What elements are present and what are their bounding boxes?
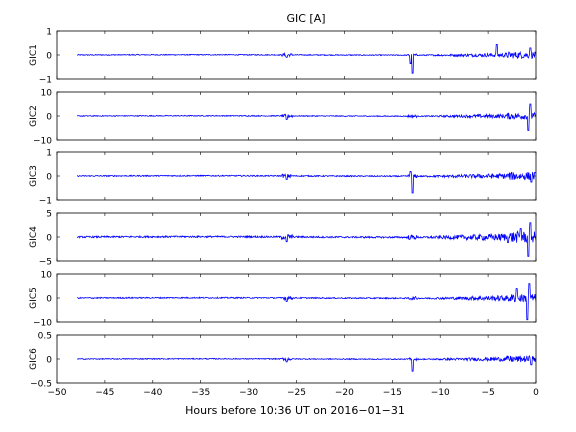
- panel-gic3: −1 0 1 GIC3: [29, 149, 537, 207]
- x-tick-label: −5: [481, 388, 494, 398]
- y-tick-label: 0: [46, 295, 52, 305]
- series-line-gic2: [76, 103, 536, 131]
- x-tick-label: −30: [239, 388, 258, 398]
- series-line-gic4: [76, 222, 536, 257]
- y-tick-label: −5: [39, 258, 52, 268]
- y-tick-label: 0: [46, 234, 52, 244]
- series-line-gic3: [77, 171, 536, 194]
- x-tick-label: −50: [48, 388, 67, 398]
- y-axis-label-gic2: GIC2: [29, 105, 39, 127]
- y-tick-label: 0: [46, 52, 52, 62]
- series-line-gic1: [76, 43, 536, 74]
- x-tick-label: −10: [431, 388, 450, 398]
- y-tick-label: 10: [41, 271, 53, 281]
- x-tick-label: −20: [335, 388, 354, 398]
- series-line-gic5: [77, 283, 536, 321]
- series-line-gic6: [77, 354, 536, 372]
- y-axis-label-gic6: GIC6: [29, 348, 39, 370]
- y-tick-label: −10: [33, 319, 52, 329]
- x-tick-label: −35: [191, 388, 210, 398]
- x-tick-label: −45: [95, 388, 114, 398]
- y-tick-label: 5: [46, 210, 52, 220]
- y-tick-label: 1: [46, 149, 52, 159]
- y-tick-label: −10: [33, 137, 52, 147]
- y-tick-label: 0: [46, 113, 52, 123]
- y-axis-label-gic5: GIC5: [29, 287, 39, 309]
- y-axis-label-gic3: GIC3: [29, 165, 39, 187]
- x-tick-label: −15: [383, 388, 402, 398]
- x-tick-label: −40: [143, 388, 162, 398]
- chart-title: GIC [A]: [286, 12, 325, 25]
- y-tick-label: 0: [46, 173, 52, 183]
- y-axis-label-gic1: GIC1: [29, 44, 39, 66]
- panel-gic6: −0.5 0 0.5 GIC6: [29, 332, 537, 390]
- panel-gic4: −5 0 5 GIC4: [29, 210, 537, 268]
- x-tick-label: −25: [287, 388, 306, 398]
- y-tick-label: 10: [41, 89, 53, 99]
- y-tick-label: 1: [46, 28, 52, 38]
- y-axis-label-gic4: GIC4: [29, 226, 39, 248]
- y-tick-label: −0.5: [30, 380, 52, 390]
- panel-gic1: −1 0 1 GIC1: [29, 28, 537, 86]
- x-axis-label: Hours before 10:36 UT on 2016−01−31: [185, 404, 405, 417]
- y-tick-label: −1: [39, 76, 52, 86]
- y-tick-label: −1: [39, 197, 52, 207]
- panels-layer: −101GIC1−10010GIC2−101GIC3−505GIC4−10010…: [29, 28, 539, 399]
- y-tick-label: 0: [46, 356, 52, 366]
- x-tick-label: 0: [533, 388, 539, 398]
- y-tick-label: 0.5: [38, 332, 52, 342]
